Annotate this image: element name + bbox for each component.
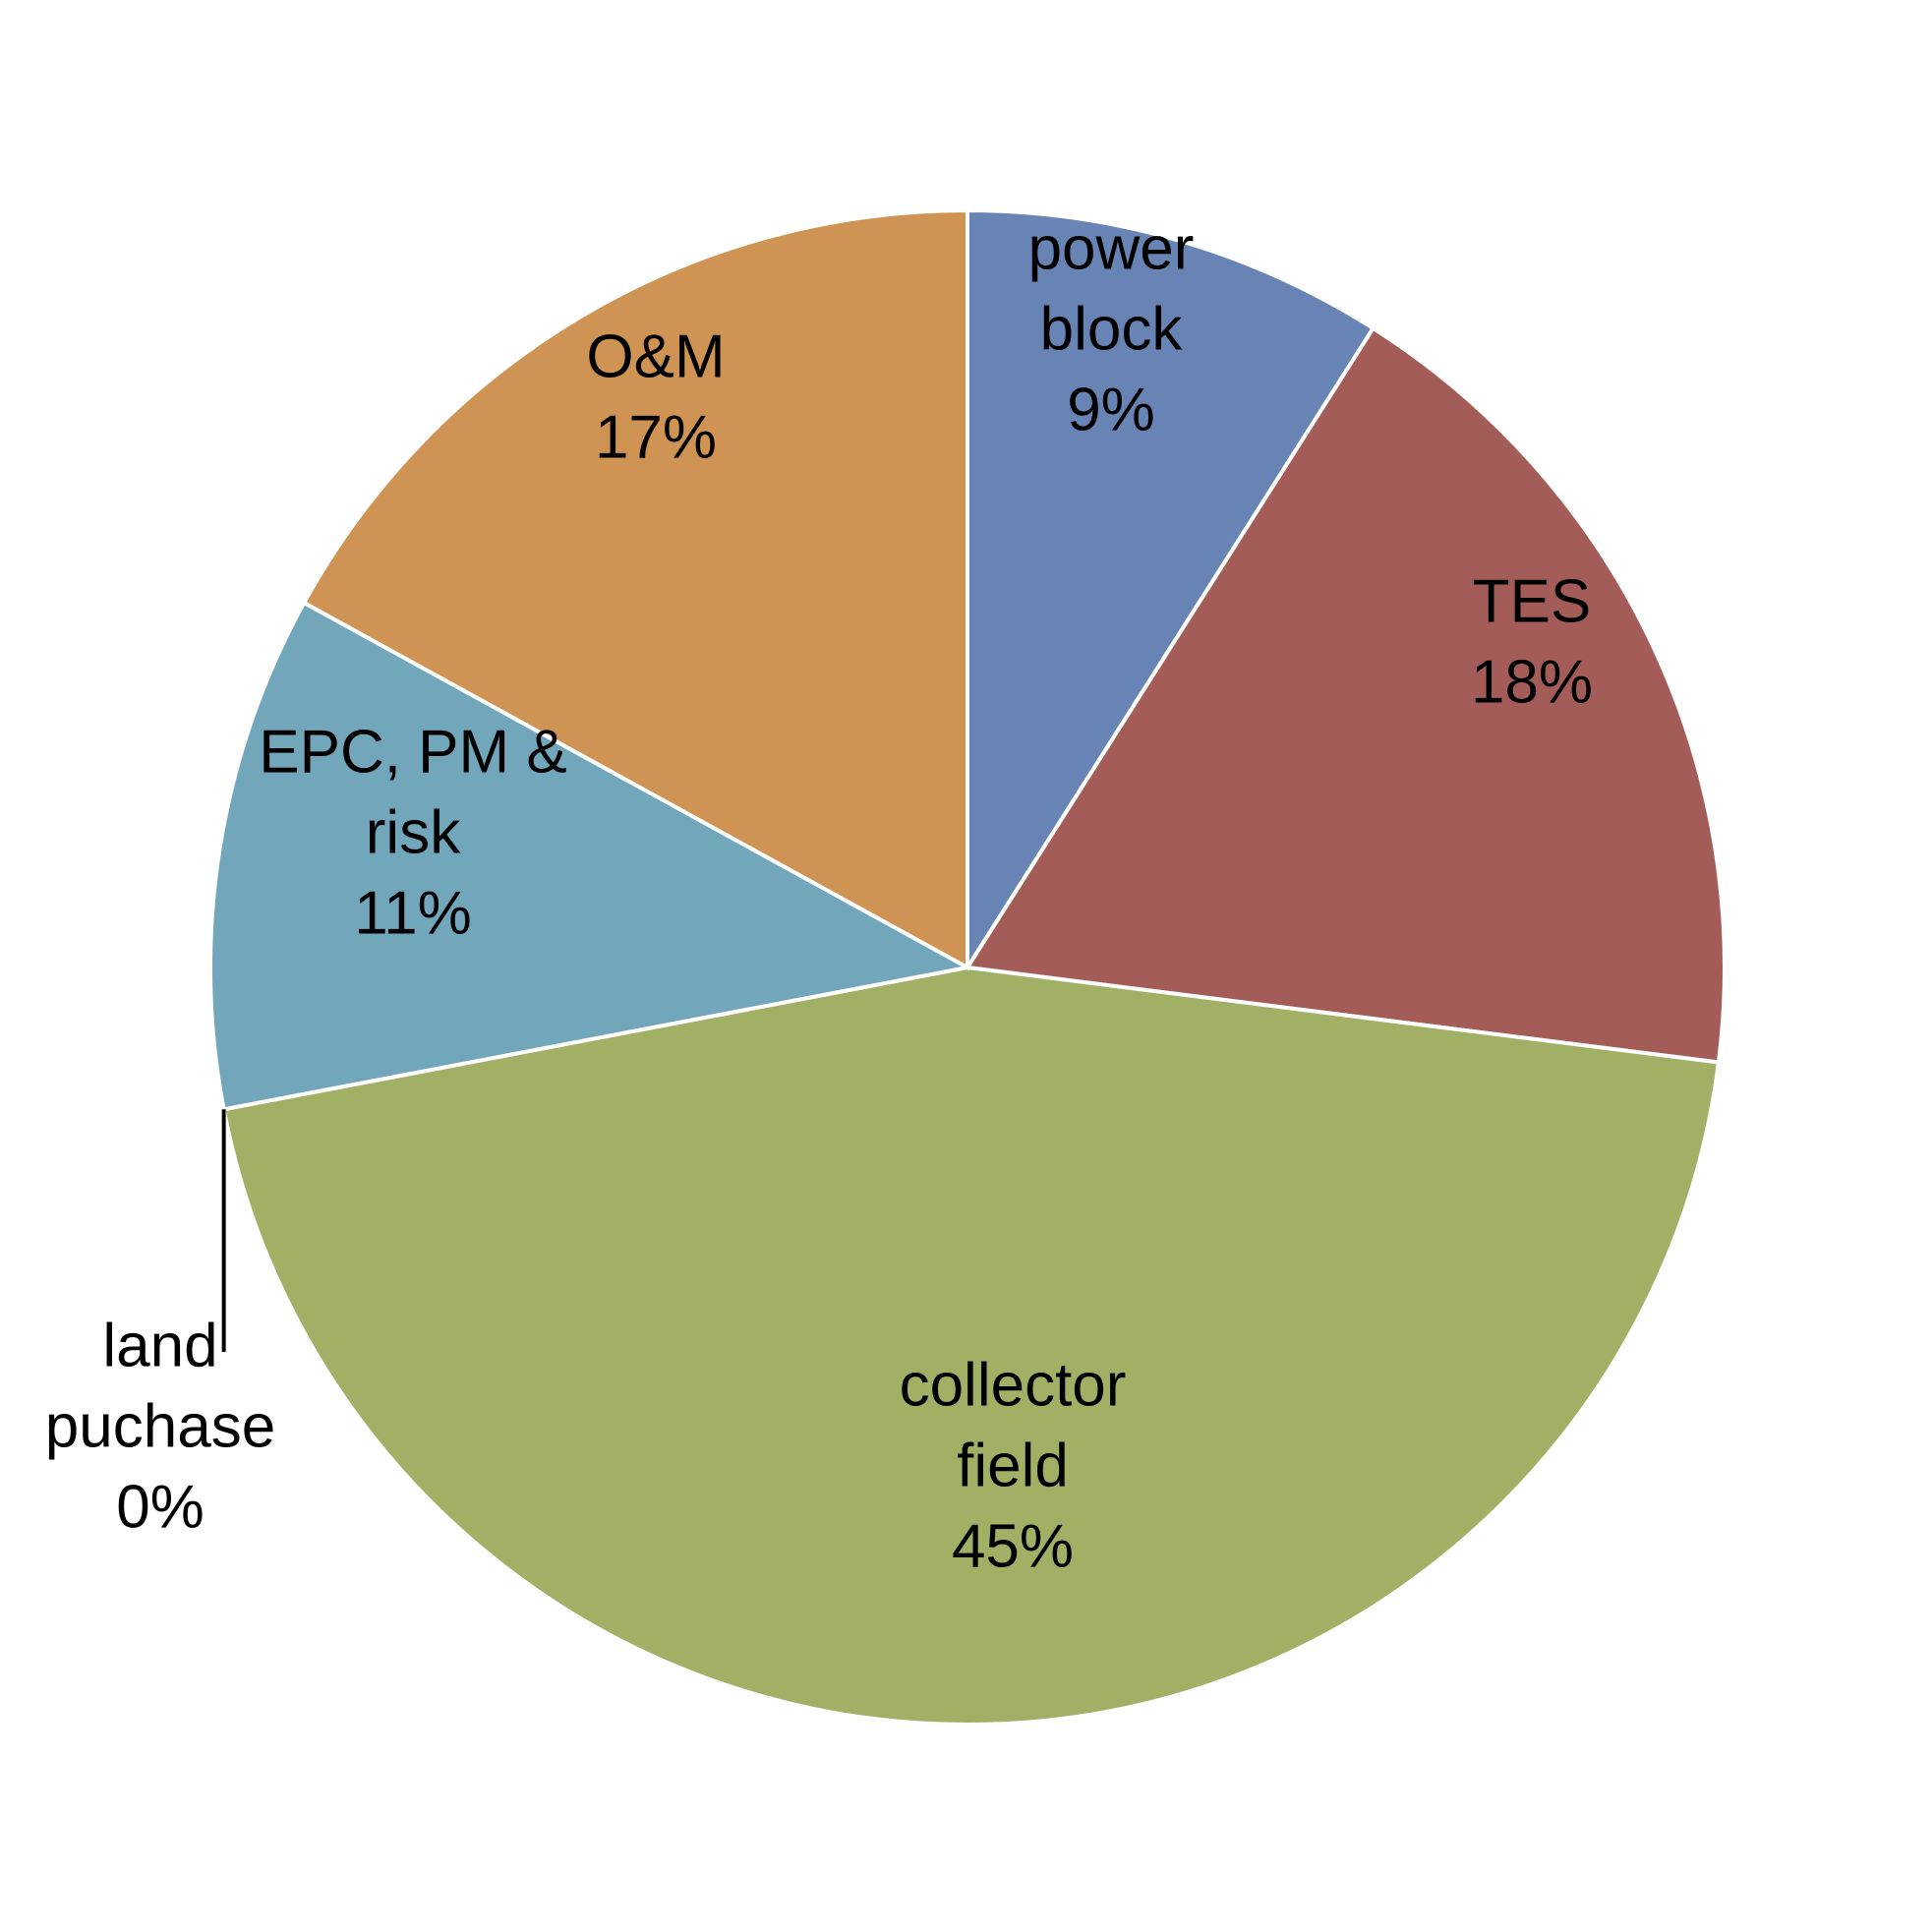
slice-percent-label: 18% (1471, 648, 1593, 716)
slice-category-label: power (1028, 214, 1195, 282)
slice-category-label: puchase (45, 1392, 275, 1460)
pie-slices (208, 207, 1727, 1727)
slice-category-label: collector (900, 1351, 1127, 1419)
slice-category-label: TES (1473, 567, 1592, 635)
pie-slice-tes (964, 325, 1727, 1065)
pie-slice-epc-pm-risk (208, 600, 973, 1112)
slice-category-label: EPC, PM & (259, 718, 567, 786)
slice-category-label: land (102, 1312, 217, 1379)
pie-slice-o-m (301, 207, 969, 971)
slice-category-label: field (957, 1432, 1069, 1499)
slice-percent-label: 0% (116, 1473, 205, 1541)
pie-slice-collector-field (221, 965, 1722, 1727)
slice-label-land-puchase: land puchase 0% (45, 1312, 275, 1541)
slice-category-label: risk (366, 798, 461, 866)
pie-slice-power-block (966, 207, 1376, 974)
slice-category-label: block (1040, 295, 1184, 363)
slice-percent-label: 45% (952, 1512, 1074, 1580)
slice-label-tes: TES 18% (1471, 567, 1593, 716)
slice-label-collector-field: collector field 45% (900, 1351, 1127, 1580)
slice-label-power-block: power block 9% (1028, 214, 1195, 443)
slice-percent-label: 11% (354, 879, 472, 947)
slice-percent-label: 9% (1067, 376, 1155, 443)
slice-percent-label: 17% (595, 403, 717, 471)
slice-category-label: O&M (586, 322, 725, 390)
slice-label-epc-pm-risk: EPC, PM & risk 11% (259, 718, 567, 947)
slice-label-o-m: O&M 17% (586, 322, 725, 471)
slice-labels: power block 9% TES 18% collector field 45% land p… (45, 214, 1593, 1580)
